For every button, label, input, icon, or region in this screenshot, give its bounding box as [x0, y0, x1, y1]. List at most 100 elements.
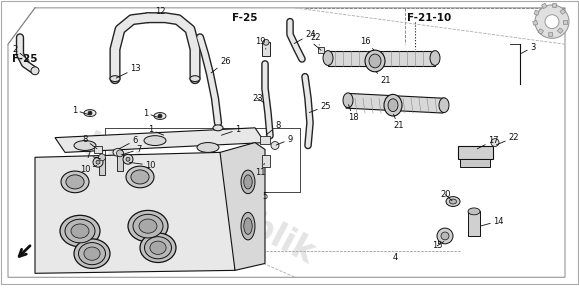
Ellipse shape	[449, 199, 456, 204]
Text: 5: 5	[262, 192, 267, 201]
Text: 1: 1	[72, 106, 89, 115]
Ellipse shape	[241, 212, 255, 240]
Ellipse shape	[388, 99, 398, 112]
Bar	[458, 146, 493, 159]
Text: 26: 26	[211, 57, 230, 73]
Bar	[533, 20, 538, 26]
Bar	[460, 159, 490, 167]
Text: 21: 21	[393, 114, 404, 130]
Text: 3: 3	[521, 43, 536, 53]
Bar	[560, 9, 566, 14]
Ellipse shape	[110, 76, 120, 81]
Ellipse shape	[71, 224, 89, 238]
Circle shape	[98, 154, 105, 161]
Text: 10: 10	[129, 161, 156, 170]
Circle shape	[491, 139, 499, 146]
Circle shape	[123, 154, 133, 164]
Bar	[534, 10, 539, 15]
Bar	[262, 155, 270, 167]
Circle shape	[96, 160, 100, 164]
Text: 7: 7	[122, 145, 141, 155]
Ellipse shape	[131, 170, 149, 184]
Text: 6: 6	[119, 136, 137, 149]
Circle shape	[88, 111, 92, 115]
Bar	[541, 3, 547, 9]
Text: 10: 10	[80, 165, 97, 174]
Circle shape	[437, 228, 453, 244]
Text: 19: 19	[255, 37, 266, 49]
Text: partsrepublik: partsrepublik	[80, 122, 320, 271]
Bar	[538, 29, 544, 34]
Text: 18: 18	[348, 104, 358, 122]
Circle shape	[441, 232, 449, 240]
Circle shape	[116, 150, 123, 157]
Bar	[260, 136, 270, 144]
Text: 22: 22	[496, 133, 519, 145]
Text: 17: 17	[477, 136, 499, 149]
Ellipse shape	[244, 175, 252, 189]
Ellipse shape	[343, 93, 353, 108]
Ellipse shape	[145, 237, 171, 259]
Circle shape	[271, 142, 279, 149]
Ellipse shape	[190, 76, 200, 81]
Text: 1: 1	[221, 125, 240, 135]
Bar	[318, 47, 324, 53]
Text: 7: 7	[85, 151, 101, 160]
Polygon shape	[35, 152, 235, 273]
Ellipse shape	[430, 51, 440, 65]
Ellipse shape	[66, 175, 84, 189]
Ellipse shape	[365, 50, 385, 72]
Text: 24: 24	[294, 30, 316, 44]
Text: 1: 1	[143, 108, 159, 117]
Circle shape	[535, 5, 569, 38]
Ellipse shape	[128, 210, 168, 242]
Text: 23: 23	[252, 94, 264, 103]
Ellipse shape	[150, 241, 166, 254]
Polygon shape	[328, 51, 435, 66]
Ellipse shape	[244, 218, 252, 234]
Text: 12: 12	[155, 7, 165, 16]
Ellipse shape	[140, 233, 176, 262]
Bar	[94, 146, 102, 153]
Text: F-25: F-25	[232, 13, 258, 23]
Ellipse shape	[84, 110, 96, 117]
Ellipse shape	[79, 243, 105, 265]
Bar	[552, 3, 557, 8]
Text: 15: 15	[432, 241, 444, 250]
Text: 14: 14	[481, 217, 504, 226]
Ellipse shape	[369, 54, 381, 68]
Text: 22: 22	[310, 33, 321, 45]
Ellipse shape	[61, 171, 89, 193]
Bar	[558, 28, 563, 33]
Circle shape	[545, 15, 559, 28]
Ellipse shape	[74, 239, 110, 269]
Ellipse shape	[197, 143, 219, 152]
Text: 8: 8	[266, 121, 280, 135]
Text: 20: 20	[440, 190, 452, 201]
Ellipse shape	[113, 148, 123, 156]
Bar	[548, 32, 553, 37]
Ellipse shape	[144, 136, 166, 146]
Polygon shape	[220, 143, 265, 270]
Text: F-21-10: F-21-10	[407, 13, 451, 23]
Ellipse shape	[384, 94, 402, 116]
Ellipse shape	[446, 197, 460, 206]
Bar	[563, 20, 567, 23]
Polygon shape	[55, 128, 265, 152]
Text: 13: 13	[116, 64, 141, 78]
Text: 9: 9	[276, 135, 292, 145]
Ellipse shape	[74, 141, 96, 151]
Polygon shape	[346, 93, 445, 113]
Circle shape	[93, 157, 103, 167]
Ellipse shape	[468, 208, 480, 215]
Bar	[468, 211, 480, 236]
Circle shape	[158, 114, 162, 118]
Text: 11: 11	[255, 164, 266, 177]
Ellipse shape	[439, 98, 449, 113]
Ellipse shape	[126, 166, 154, 188]
Text: 21: 21	[376, 72, 390, 85]
Text: F-25: F-25	[12, 54, 38, 64]
Ellipse shape	[323, 51, 333, 65]
Ellipse shape	[139, 219, 157, 233]
Ellipse shape	[65, 219, 95, 243]
